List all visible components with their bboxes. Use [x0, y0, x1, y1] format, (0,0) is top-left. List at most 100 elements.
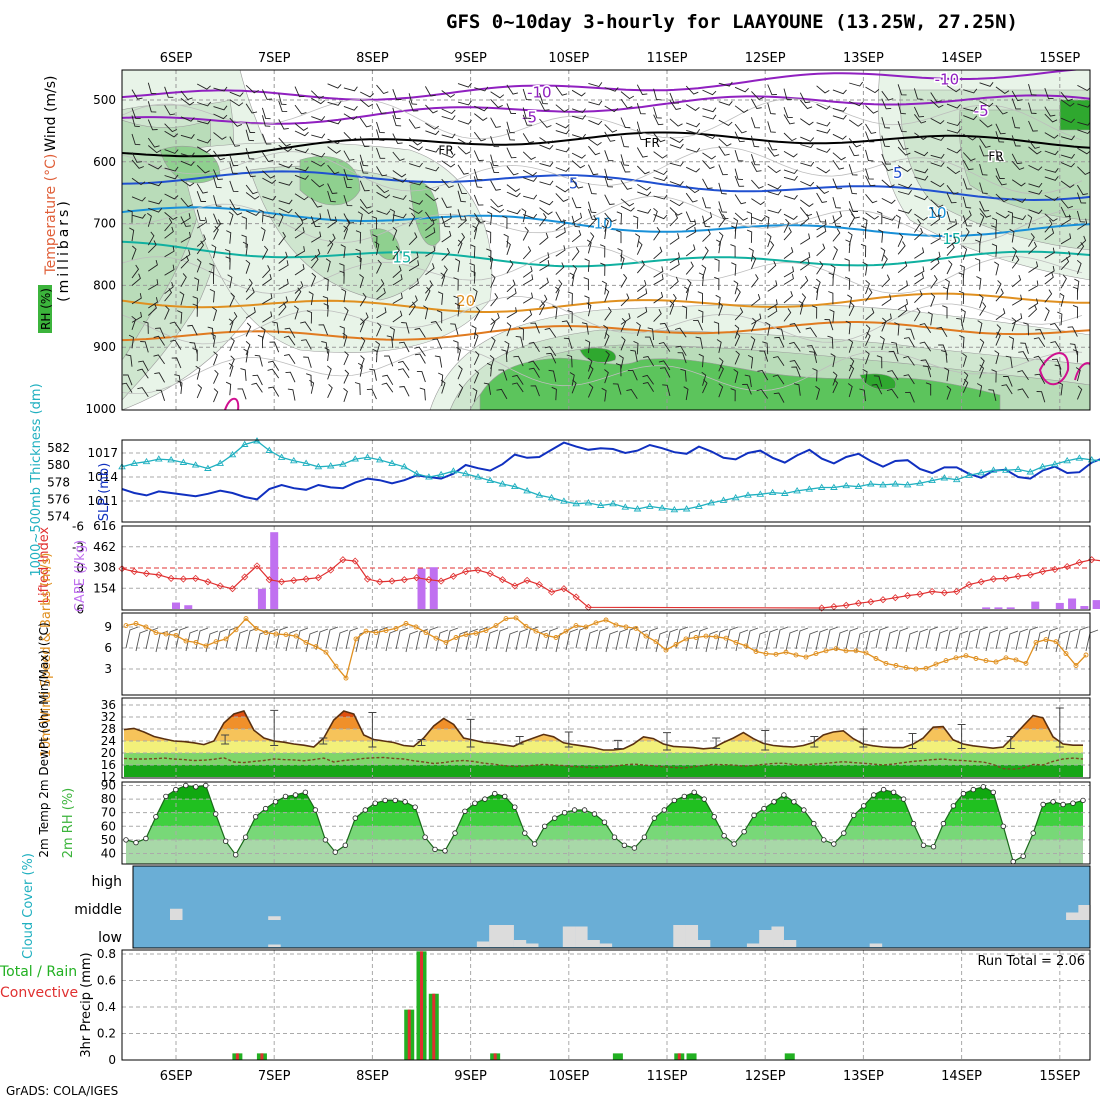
wind-barb — [714, 258, 720, 272]
lifted-index-marker — [854, 599, 863, 607]
wind-barb — [832, 215, 841, 227]
lifted-index-marker — [351, 557, 359, 565]
wind-barb — [490, 318, 496, 333]
wind-barb — [414, 353, 426, 364]
thickness-marker — [474, 473, 482, 480]
wind-barb — [844, 276, 851, 290]
wind-barb — [294, 287, 302, 302]
wind-ticks-label: 6 — [104, 641, 112, 655]
wind-barb — [310, 216, 321, 228]
wind-barb — [359, 162, 369, 174]
rh-marker — [761, 805, 767, 812]
bottom-date-label: 15SEP — [1039, 1069, 1080, 1084]
wind-barb — [555, 279, 563, 294]
wind-barb — [441, 213, 452, 224]
wind-ticks-label: 9 — [104, 620, 112, 634]
wind-speed-marker — [943, 658, 949, 664]
wind-barb — [897, 280, 908, 292]
wind-barb — [848, 138, 862, 148]
wind-barb — [156, 389, 166, 401]
thickness-marker — [547, 493, 556, 501]
thickness-marker — [498, 480, 507, 487]
wind-barb — [774, 336, 785, 348]
run-total-annotation: Run Total = 2.06 — [977, 954, 1085, 969]
wind-barb — [653, 169, 668, 176]
wind-speed-marker — [263, 630, 269, 636]
thickness-marker — [363, 453, 372, 460]
wind-barb — [920, 359, 932, 370]
wind-barb — [620, 317, 627, 332]
cloud-low-bar — [476, 941, 490, 947]
wind-barb — [848, 338, 854, 353]
wind-barb — [1011, 247, 1017, 262]
wind-barb — [392, 310, 403, 323]
wind-barb — [539, 294, 548, 308]
minmax-bar — [564, 731, 573, 748]
surface-wind-barbs — [125, 626, 1099, 653]
wind-barb — [956, 317, 964, 330]
cloud-axis-label: Cloud Cover (%) — [21, 853, 36, 959]
wind-barb — [245, 322, 252, 337]
wind-barb — [881, 179, 895, 188]
wind-barb — [539, 260, 550, 271]
wind-barb — [962, 378, 969, 393]
wind-barb — [284, 353, 296, 364]
wind-barb — [131, 159, 144, 169]
thickness-marker — [670, 505, 679, 513]
wind-barb — [131, 107, 141, 119]
wind-barb — [544, 346, 557, 357]
wind-barb — [1023, 322, 1029, 336]
wind-barb — [343, 225, 349, 240]
surface-wind-barb — [915, 628, 929, 651]
wind-barb — [604, 369, 609, 384]
wind-speed-marker — [1053, 639, 1059, 645]
lifted-index-marker — [155, 571, 163, 579]
precip-ticks-label: 0.8 — [97, 947, 116, 961]
wind-barb — [715, 239, 721, 254]
wind-barb — [1044, 265, 1055, 277]
wind-barb — [267, 360, 280, 371]
wind-barb — [164, 288, 173, 302]
thickness-marker — [793, 487, 801, 494]
wind-barb — [734, 168, 744, 181]
top-date-label: 15SEP — [1039, 51, 1080, 66]
wind-ticks-label: 3 — [104, 662, 112, 676]
wind-barb — [127, 209, 133, 223]
wind-barb — [229, 154, 239, 167]
wind-barb — [515, 335, 524, 348]
wind-barb — [636, 128, 646, 140]
wind-speed-marker — [223, 636, 229, 642]
wind-barb — [228, 362, 234, 377]
isotherm-label: 20 — [456, 292, 475, 310]
rh-marker — [851, 812, 857, 819]
upper-air-frame — [121, 69, 1091, 411]
thickness-marker — [584, 499, 593, 506]
wind-barb — [604, 105, 619, 113]
wind-barb — [569, 272, 575, 287]
wind-barb — [772, 374, 785, 385]
minmax-bar — [417, 739, 426, 746]
precip-total-bar — [686, 1053, 697, 1060]
wind-barb — [669, 276, 679, 290]
wind-barb — [1028, 83, 1037, 96]
thickness-ticks-label: 576 — [47, 493, 70, 507]
surface-wind-barb — [1015, 628, 1029, 651]
wind-barb — [914, 195, 929, 201]
thickness-marker — [1051, 460, 1059, 467]
wind-barb — [339, 325, 345, 340]
wind-barb — [425, 122, 439, 130]
wind-barb — [425, 263, 435, 276]
thickness-marker — [155, 455, 163, 462]
wind-barb — [865, 168, 874, 180]
rh-marker — [741, 829, 747, 835]
wind-barb — [1028, 120, 1038, 132]
wind-barb — [1077, 184, 1088, 196]
wind-barb — [571, 215, 581, 228]
wind-barb — [213, 132, 227, 140]
rh-marker — [871, 792, 877, 798]
lifted-index-marker — [278, 578, 286, 586]
wind-barb — [371, 216, 377, 230]
wind-barb — [440, 272, 446, 287]
wind-speed-marker — [463, 632, 469, 638]
wind-barb — [1028, 139, 1040, 149]
